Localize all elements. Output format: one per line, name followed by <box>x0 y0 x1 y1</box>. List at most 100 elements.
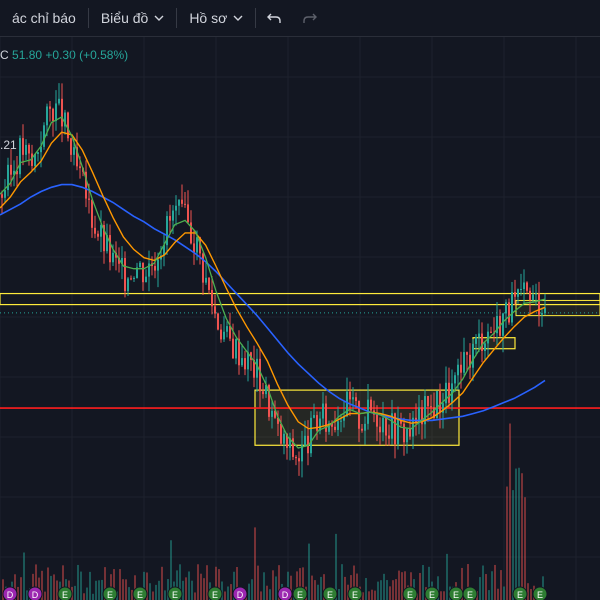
candle-body <box>142 262 144 283</box>
volume-bar <box>275 576 277 600</box>
price-change-percent: (+0.58%) <box>79 48 129 62</box>
event-marker-label: E <box>537 590 543 600</box>
volume-bar <box>437 576 439 600</box>
profile-button[interactable]: Hồ sơ <box>177 0 255 36</box>
volume-bar <box>461 567 463 600</box>
candle-body <box>1 194 3 198</box>
event-marker <box>207 586 223 600</box>
volume-bar <box>62 565 64 600</box>
volume-bar <box>251 579 253 600</box>
undo-button[interactable] <box>256 0 292 36</box>
candle-body <box>310 417 312 454</box>
candle-body <box>163 245 165 256</box>
candle-body <box>256 358 258 378</box>
event-marker <box>424 586 440 600</box>
volume-bar <box>428 566 430 600</box>
candle-body <box>388 435 390 439</box>
volume-bar <box>401 572 403 600</box>
candle-body <box>43 125 45 147</box>
volume-bar <box>161 566 163 600</box>
candle-body <box>73 147 75 155</box>
candle-body <box>514 292 516 297</box>
volume-bar <box>14 574 16 600</box>
candle-body <box>262 391 264 395</box>
event-marker <box>512 586 528 600</box>
symbol-name: C <box>0 48 9 62</box>
volume-bar <box>167 579 169 600</box>
chart-grid <box>0 37 600 600</box>
candle-body <box>70 138 72 155</box>
candle-body <box>184 203 186 205</box>
candle-body <box>466 352 468 355</box>
candle-body <box>292 438 294 457</box>
candle-body <box>46 106 48 126</box>
volume-bar <box>410 572 412 600</box>
event-marker-label: E <box>517 590 523 600</box>
candle-body <box>469 354 471 368</box>
redo-button[interactable] <box>292 0 328 36</box>
candle-body <box>169 216 171 221</box>
volume-bar <box>506 486 508 600</box>
volume-bar <box>44 591 46 600</box>
candle-body <box>106 235 108 252</box>
candle-body <box>421 407 423 425</box>
volume-bar <box>2 579 4 600</box>
volume-bar <box>383 573 385 600</box>
candle-body <box>31 153 33 166</box>
volume-bar <box>299 568 301 600</box>
ma-medium-line <box>0 131 546 430</box>
chart-type-button[interactable]: Biểu đồ <box>89 0 176 36</box>
candle-body <box>349 391 351 400</box>
event-marker <box>167 586 183 600</box>
volume-bar <box>164 590 166 600</box>
ma-fast-line <box>0 116 546 449</box>
event-marker <box>532 586 548 600</box>
candle-body <box>172 210 174 221</box>
volume-bar <box>362 592 364 600</box>
volume-bar <box>119 569 121 600</box>
candle-body <box>259 358 261 392</box>
candle-body <box>271 410 273 417</box>
volume-bar <box>350 575 352 600</box>
volume-bar <box>296 571 298 600</box>
volume-bar <box>257 565 259 600</box>
candle-body <box>139 262 141 268</box>
candle-body <box>418 407 420 423</box>
candle-body <box>229 326 231 339</box>
candle-body <box>307 435 309 454</box>
chevron-down-icon <box>154 15 164 21</box>
volume-bar <box>272 570 274 600</box>
candle-body <box>265 385 267 395</box>
candle-body <box>274 410 276 418</box>
volume-bar <box>191 580 193 600</box>
event-marker-label: E <box>172 590 178 600</box>
volume-bar <box>398 570 400 600</box>
event-marker <box>232 586 248 600</box>
volume-bar <box>98 580 100 600</box>
candle-body <box>175 205 177 211</box>
volume-bar <box>485 574 487 600</box>
event-marker-label: E <box>407 590 413 600</box>
indicators-button[interactable]: ác chỉ báo <box>0 0 88 36</box>
volume-bar <box>95 580 97 600</box>
candle-body <box>16 170 18 175</box>
volume-bar <box>524 497 526 600</box>
candle-body <box>313 415 315 418</box>
volume-bar <box>389 586 391 600</box>
chevron-down-icon <box>233 15 243 21</box>
candle-body <box>181 199 183 204</box>
candle-body <box>376 414 378 427</box>
volume-bar <box>392 580 394 600</box>
volume-bar <box>80 571 82 600</box>
volume-bar <box>527 583 529 600</box>
volume-bar <box>521 473 523 600</box>
volume-bar <box>101 579 103 600</box>
candle-body <box>196 237 198 253</box>
candle-body <box>328 423 330 432</box>
candle-body <box>442 403 444 413</box>
volume-bar <box>233 571 235 600</box>
candle-body <box>472 343 474 368</box>
candle-body <box>85 171 87 199</box>
